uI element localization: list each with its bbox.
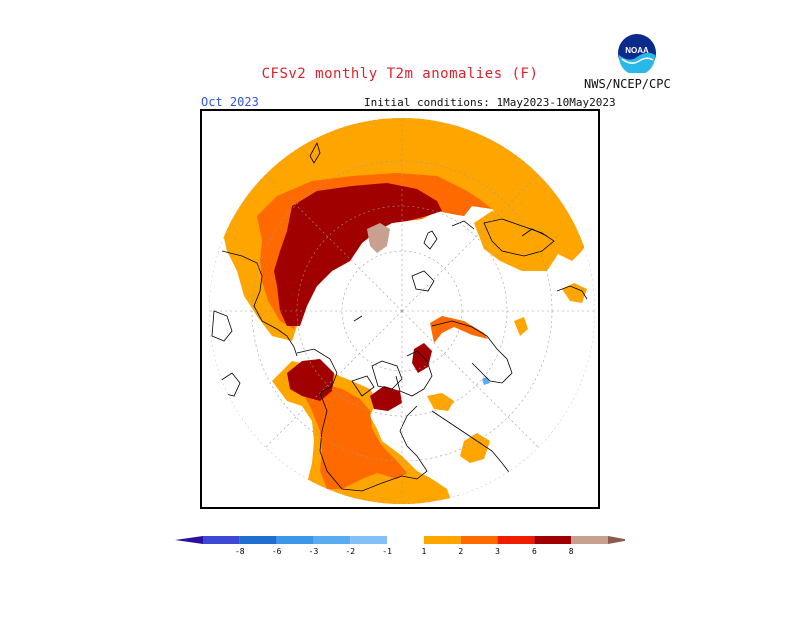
colorbar-swatch [239,536,277,544]
colorbar-swatch [276,536,314,544]
colorbar-tick-label: 6 [532,547,537,556]
colorbar-tick-label: -8 [235,547,245,556]
anomaly-fill-3-6-eurasia [274,183,442,326]
colorbar-tick-label: -6 [272,547,282,556]
noaa-logo-icon: NOAA [617,33,657,75]
colorbar-tick-label: 3 [495,547,500,556]
anomaly-fill-asia-patch [562,283,587,303]
colorbar-swatch [571,536,608,544]
map-title: CFSv2 monthly T2m anomalies (F) [261,66,539,82]
colorbar-max-arrow [608,536,630,544]
colorbar-tick-label: -1 [382,547,392,556]
anomaly-fill-3-6-greenland [370,386,402,411]
anomaly-fill-2-3-north-america [302,383,407,489]
colorbar-swatch [313,536,351,544]
colorbar-swatch [497,536,535,544]
graticule [209,118,595,504]
colorbar-swatch [350,536,388,544]
colorbar-min-arrow [175,536,203,544]
anomaly-fill-2-3-siberia-coast [430,316,488,343]
polar-map-frame [200,109,600,509]
forecast-month-label: Oct 2023 [201,95,259,109]
anomaly-fill-1-2-europe-edge [210,207,232,229]
polar-stereographic-map [209,118,595,504]
negative-anomaly-small [482,377,490,385]
anomaly-fill-3-6-siberia-coast [412,343,432,373]
colorbar-legend: -8 -6 -3 -2 -1 1 2 3 6 8 [175,530,630,560]
colorbar-tick-label: -3 [309,547,319,556]
colorbar-swatch [203,536,240,544]
colorbar-tick-label: -2 [345,547,355,556]
anomaly-fill-6-8-eurasia [367,223,390,253]
anomaly-fill-asia-patch-2 [514,317,528,336]
anomaly-fill-1-2-greenland-coast [427,393,454,411]
anomaly-fill-1-2-newfoundland [460,433,490,463]
colorbar-swatch [460,536,498,544]
colorbar-swatch [423,536,461,544]
agency-label: NWS/NCEP/CPC [584,77,671,91]
noaa-logo-text: NOAA [625,46,649,55]
initial-conditions-label: Initial conditions: 1May2023-10May2023 [364,96,616,109]
coastlines [211,141,588,504]
anomaly-fill-asia-east [474,211,560,271]
colorbar-tick-label: 1 [421,547,426,556]
anomaly-fill-3-6-canada [287,359,334,401]
colorbar-tick-label: 2 [458,547,463,556]
colorbar-swatch [387,536,424,544]
colorbar-swatch [534,536,572,544]
colorbar-tick-label: 8 [569,547,574,556]
